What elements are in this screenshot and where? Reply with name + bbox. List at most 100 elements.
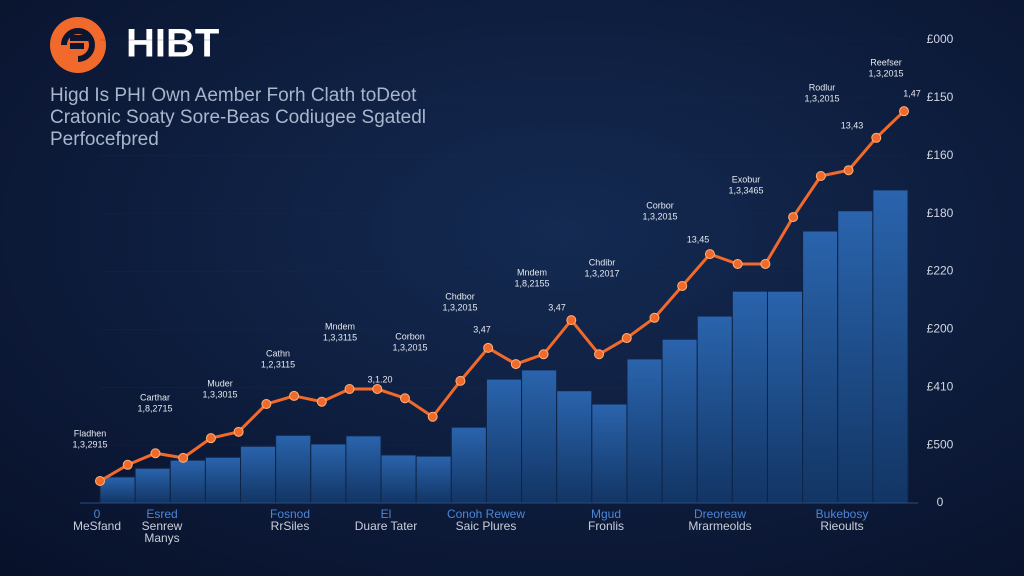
bar [169,459,206,504]
line-point [815,171,826,182]
line-point [122,459,133,470]
x-label: MeSfand [73,519,121,533]
line-point [95,476,105,487]
y-tick-label: £200 [927,322,954,336]
annotation: Chdibr [589,257,616,267]
y-tick-label: £180 [927,206,954,220]
x-label: 0 [94,507,101,521]
annotation: 13,45 [687,234,710,244]
line-point [510,359,521,370]
bar [204,456,242,504]
annotation: 3,47 [548,302,566,312]
bar [240,445,277,504]
line-point [178,452,189,463]
bar [591,403,628,504]
bar [99,476,136,504]
y-tick-label: £160 [927,148,954,162]
line-point [677,280,688,291]
annotation: 1,3,2015 [442,302,477,312]
bar [521,369,558,504]
annotation: Mndem [517,267,547,277]
annotation: Fladhen [74,428,107,438]
bar [345,435,382,504]
line-point [205,433,216,444]
annotation: Rodlur [809,82,836,92]
annotation: Cathn [266,348,290,358]
line-point [399,393,410,404]
bar [450,426,487,504]
x-label: Dreoreaw [694,507,746,521]
x-label: Fosnod [270,507,310,521]
annotation: 1,3,2915 [72,439,107,449]
annotation: 1,2,3115 [261,359,295,369]
annotation: 3,47 [473,324,491,334]
line-point [233,426,244,437]
annotation: 1,3,3465 [728,185,763,195]
x-label: Mrarmeolds [688,519,751,533]
annotation: 3,1.20 [367,374,392,384]
line-point [732,258,743,269]
x-label: Duare Tater [355,519,417,533]
x-label: Rieoults [820,519,863,533]
bar [626,358,663,504]
line-point [871,132,882,143]
line-point [538,349,549,360]
bar [802,230,839,504]
line-point [621,333,632,344]
y-tick-label: £410 [927,379,954,393]
y-tick-label: £150 [927,90,954,104]
annotation: Muder [207,378,233,388]
line-point [372,383,383,394]
annotation: Chdbor [445,291,475,301]
x-label: El [381,507,392,521]
line-point [261,399,272,410]
x-label: Conoh Rewew [447,507,525,521]
x-label: Fronlis [588,519,624,533]
line-point [843,165,854,176]
bar [766,290,804,504]
annotation: 1,3,3115 [323,332,357,342]
line-point [566,315,577,326]
line-point [899,106,909,117]
annotation: Reefser [870,57,902,67]
bar [872,189,909,504]
annotation: Corbon [395,331,425,341]
annotation: Corbor [646,200,674,210]
annotation: 1,3,2015 [392,342,427,352]
bar [380,454,417,504]
annotation: 13,43 [841,120,864,130]
y-tick-label: £000 [927,32,954,46]
line-point [594,349,605,360]
annotation: 1,8,2155 [514,278,549,288]
x-label: Mgud [591,507,621,521]
x-label: Esred [146,507,177,521]
line-point [289,390,300,401]
bar [837,210,874,504]
line-point [150,448,161,459]
line-point [344,383,355,394]
annotation: 1,8,2715 [137,403,172,413]
line-point [455,375,466,386]
x-label: Manys [144,531,179,545]
annotation: 1,3,2017 [584,268,619,278]
subtitle: Perfocefpred [50,129,159,150]
bar [731,290,768,504]
annotation: 1,3,2015 [804,93,839,103]
x-label: Senrew [142,519,183,533]
x-label: Bukebosy [816,507,869,521]
x-label: RrSiles [271,519,310,533]
y-tick-label: £220 [927,264,954,278]
subtitle: Cratonic Soaty Sore-Beas Codiugee Sgated… [50,107,426,128]
logo-glyph [61,28,95,62]
annotation: 1,3,3015 [202,389,237,399]
line-point [316,396,327,407]
y-tick-label: 0 [937,495,944,509]
annotation: 1,47 [903,88,921,98]
annotation: 1,3,2015 [642,211,677,221]
bar [310,443,347,504]
annotation: Exobur [732,174,761,184]
bar [696,315,733,504]
subtitle: Higd Is PHI Own Aember Forh Clath toDeot [50,85,417,106]
brand: HIBT [126,22,219,66]
bar [415,455,452,504]
